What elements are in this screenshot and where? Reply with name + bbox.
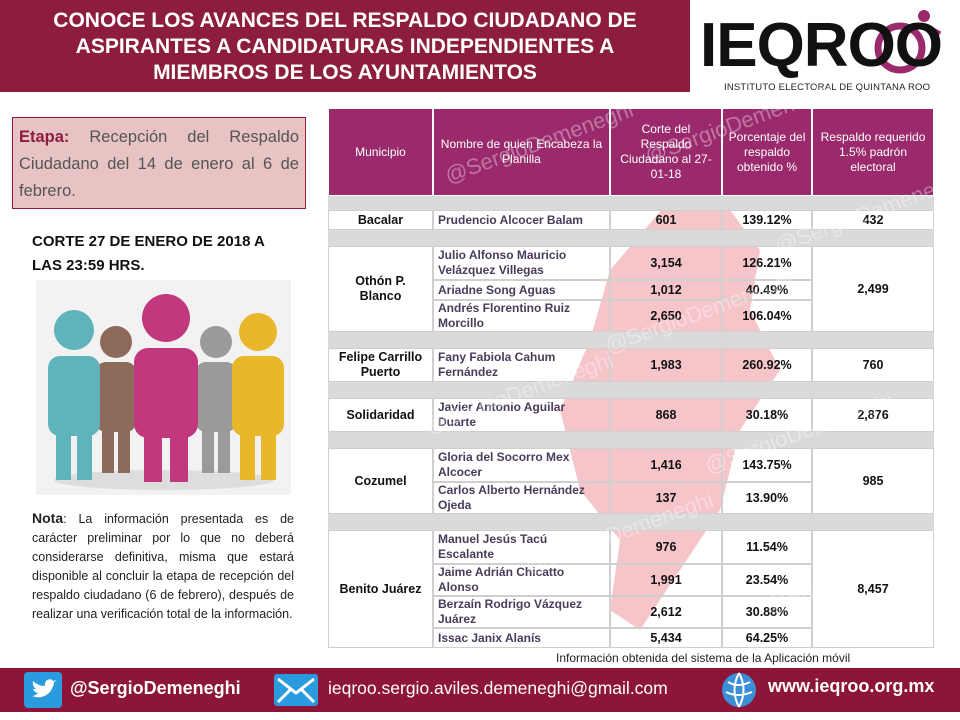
support-count: 1,991 [610,564,722,596]
support-percent: 64.25% [722,628,812,648]
stage-box: Etapa: Recepción del Respaldo Ciudadano … [12,117,306,209]
required-support: 8,457 [812,530,934,648]
support-count: 601 [610,210,722,230]
support-percent: 30.18% [722,398,812,432]
support-count: 5,434 [610,628,722,648]
support-count: 976 [610,530,722,564]
source-note: Información obtenida del sistema de la A… [556,651,851,665]
support-percent: 139.12% [722,210,812,230]
support-percent: 13.90% [722,482,812,514]
candidate-name: Fany Fabiola Cahum Fernández [433,348,610,382]
twitter-icon [24,672,62,708]
logo-subtitle: INSTITUTO ELECTORAL DE QUINTANA ROO [724,82,931,93]
column-header: Porcentaje del respaldo obtenido % [722,108,812,196]
column-header: Respaldo requerido 1.5% padrón electoral [812,108,934,196]
candidate-name: Carlos Alberto Hernández Ojeda [433,482,610,514]
candidate-name: Jaime Adrián Chicatto Alonso [433,564,610,596]
logo-name: IEQROO [700,11,943,80]
support-count: 3,154 [610,246,722,280]
municipality: Solidaridad [328,398,433,432]
municipality: Cozumel [328,448,433,514]
column-header: Corte del Respaldo Ciudadano al 27-01-18 [610,108,722,196]
support-count: 2,650 [610,300,722,332]
support-percent: 11.54% [722,530,812,564]
web-icon [722,672,756,708]
cutoff-text: CORTE 27 DE ENERO DE 2018 A LAS 23:59 HR… [32,233,265,274]
stage-text: Recepción del Respaldo Ciudadano del 14 … [19,128,299,200]
candidate-name: Prudencio Alcocer Balam [433,210,610,230]
support-percent: 106.04% [722,300,812,332]
support-count: 1,416 [610,448,722,482]
title-banner: CONOCE LOS AVANCES DEL RESPALDO CIUDADAN… [0,0,690,92]
email-address: ieqroo.sergio.aviles.demeneghi@gmail.com [328,678,668,698]
required-support: 2,876 [812,398,934,432]
stage-label: Etapa: [19,128,70,146]
website: www.ieqroo.org.mx [768,676,935,696]
note: Nota: La información presentada es de ca… [32,509,294,624]
support-count: 868 [610,398,722,432]
candidate-name: Berzaín Rodrigo Vázquez Juárez [433,596,610,628]
title-line: ASPIRANTES A CANDIDATURAS INDEPENDIENTES… [75,35,615,58]
candidate-name: Issac Janix Alanís [433,628,610,648]
support-percent: 143.75% [722,448,812,482]
candidate-name: Andrés Florentino Ruiz Morcillo [433,300,610,332]
required-support: 760 [812,348,934,382]
required-support: 985 [812,448,934,514]
spacer-row [328,196,934,210]
email-icon [274,674,318,706]
candidate-name: Javier Antonio Aguilar Duarte [433,398,610,432]
spacer-row [328,230,934,246]
note-text: : La información presentada es de caráct… [32,512,294,621]
note-label: Nota [32,510,64,526]
support-count: 1,983 [610,348,722,382]
column-header: Municipio [328,108,433,196]
title-line: MIEMBROS DE LOS AYUNTAMIENTOS [153,61,537,84]
support-percent: 23.54% [722,564,812,596]
spacer-row [328,514,934,530]
support-percent: 126.21% [722,246,812,280]
twitter-handle: @SergioDemeneghi [70,678,241,698]
municipality: Benito Juárez [328,530,433,648]
support-count: 137 [610,482,722,514]
footer-bar [0,668,960,712]
support-count: 1,012 [610,280,722,300]
support-percent: 30.88% [722,596,812,628]
support-percent: 40.49% [722,280,812,300]
candidate-name: Manuel Jesús Tacú Escalante [433,530,610,564]
candidate-name: Ariadne Song Aguas [433,280,610,300]
municipality: Bacalar [328,210,433,230]
logo-figure [874,10,942,74]
required-support: 432 [812,210,934,230]
municipality: Othón P. Blanco [328,246,433,332]
column-header: Nombre de quien Encabeza la Planilla [433,108,610,196]
support-count: 2,612 [610,596,722,628]
title-line: CONOCE LOS AVANCES DEL RESPALDO CIUDADAN… [53,9,637,32]
people-illustration [36,280,291,495]
required-support: 2,499 [812,246,934,332]
spacer-row [328,432,934,448]
candidate-name: Gloria del Socorro Mex Alcocer [433,448,610,482]
support-percent: 260.92% [722,348,812,382]
candidate-name: Julio Alfonso Mauricio Velázquez Villega… [433,246,610,280]
municipality: Felipe Carrillo Puerto [328,348,433,382]
spacer-row [328,332,934,348]
spacer-row [328,382,934,398]
